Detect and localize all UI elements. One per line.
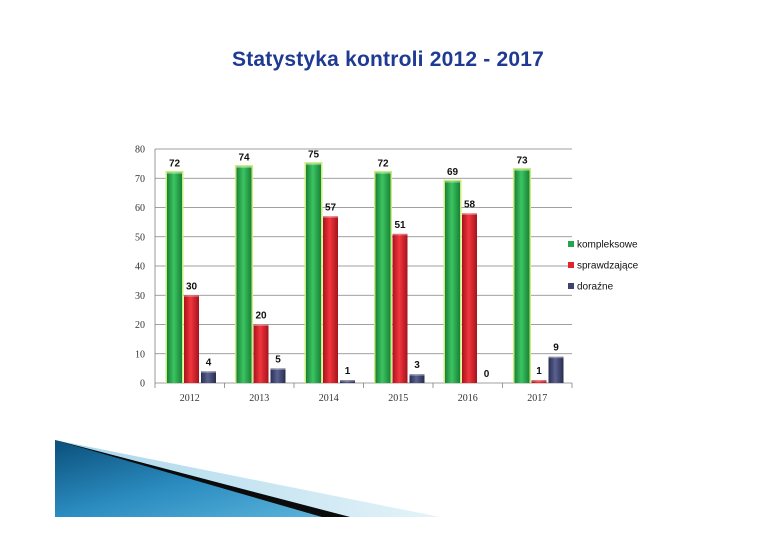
data-label: 73 [516, 155, 528, 166]
data-label: 9 [553, 343, 559, 354]
data-label: 69 [447, 167, 459, 178]
bar-sprawdzajace [323, 216, 338, 383]
x-tick-label: 2016 [458, 393, 478, 404]
x-tick-label: 2014 [319, 393, 339, 404]
data-label: 72 [169, 158, 181, 169]
bar-cap [201, 371, 216, 373]
bar-cap [306, 163, 321, 166]
chart-legend: kompleksowe sprawdzające doraźne [568, 240, 639, 293]
y-tick-label: 40 [135, 262, 145, 273]
y-tick-label: 20 [135, 320, 145, 331]
y-tick-label: 50 [135, 232, 145, 243]
y-tick-label: 0 [140, 379, 145, 390]
bar-dorazne [340, 380, 355, 383]
bar-cap [323, 216, 338, 218]
y-tick-label: 10 [135, 349, 145, 360]
decorative-swoosh [55, 440, 440, 517]
legend-label: kompleksowe [577, 240, 638, 251]
y-tick-label: 70 [135, 174, 145, 185]
bar-cap [184, 295, 199, 297]
data-label: 57 [325, 202, 337, 213]
bar-kompleksowe [514, 169, 530, 383]
bar-cap [340, 380, 355, 382]
legend-label: doraźne [577, 282, 614, 293]
bar-cap [236, 166, 252, 169]
data-label: 1 [345, 366, 351, 377]
bar-sprawdzajace [531, 380, 547, 383]
x-tick-label: 2012 [180, 393, 200, 404]
y-tick-label: 80 [135, 145, 145, 156]
bar-cap [375, 172, 391, 174]
data-label: 51 [394, 220, 406, 231]
bar-cap [409, 374, 425, 376]
legend-swatch [568, 283, 574, 289]
y-tick-label: 60 [135, 203, 145, 214]
data-label: 3 [414, 360, 420, 371]
bar-kompleksowe [306, 163, 321, 383]
y-axis-ticks: 0 10 20 30 40 50 60 70 80 [135, 145, 145, 390]
data-label: 72 [377, 158, 389, 169]
data-label: 5 [275, 354, 281, 365]
data-label: 58 [464, 199, 476, 210]
bar-kompleksowe [375, 172, 391, 383]
chart-grid [154, 148, 572, 384]
bar-dorazne [270, 368, 286, 383]
bar-cap [392, 233, 408, 236]
legend-swatch [568, 262, 574, 268]
data-label: 0 [484, 369, 490, 380]
data-label: 74 [238, 153, 250, 164]
data-label: 4 [206, 357, 212, 368]
bar-cap [462, 213, 477, 215]
bar-cap [445, 181, 460, 183]
bar-kompleksowe [445, 181, 460, 383]
bar-sprawdzajace [184, 295, 199, 383]
bar-dorazne [548, 356, 564, 383]
bar-kompleksowe [167, 172, 182, 383]
bar-cap [167, 172, 182, 174]
bar-dorazne [201, 371, 216, 383]
bar-cap [253, 324, 269, 326]
data-label: 1 [536, 366, 542, 377]
bar-cap [270, 368, 286, 370]
bar-kompleksowe [236, 166, 252, 383]
legend-label: sprawdzające [577, 261, 639, 272]
bar-sprawdzajace [392, 233, 408, 383]
bar-cap [548, 356, 564, 359]
bar-sprawdzajace [462, 213, 477, 383]
bar-cap [531, 380, 547, 382]
x-tick-label: 2015 [388, 393, 408, 404]
x-axis-ticks: 2012 2013 2014 2015 2016 2017 [154, 383, 573, 404]
x-tick-label: 2013 [249, 393, 269, 404]
bar-dorazne [409, 374, 425, 383]
data-label: 20 [255, 311, 267, 322]
x-tick-label: 2017 [527, 393, 547, 404]
bar-cap [514, 169, 530, 171]
data-label: 30 [186, 281, 198, 292]
legend-swatch [568, 241, 574, 247]
data-label: 75 [308, 150, 320, 161]
bar-sprawdzajace [253, 324, 269, 383]
slide-title: Statystyka kontroli 2012 - 2017 [231, 48, 545, 71]
y-tick-label: 30 [135, 291, 145, 302]
chart-bars [165, 162, 564, 383]
